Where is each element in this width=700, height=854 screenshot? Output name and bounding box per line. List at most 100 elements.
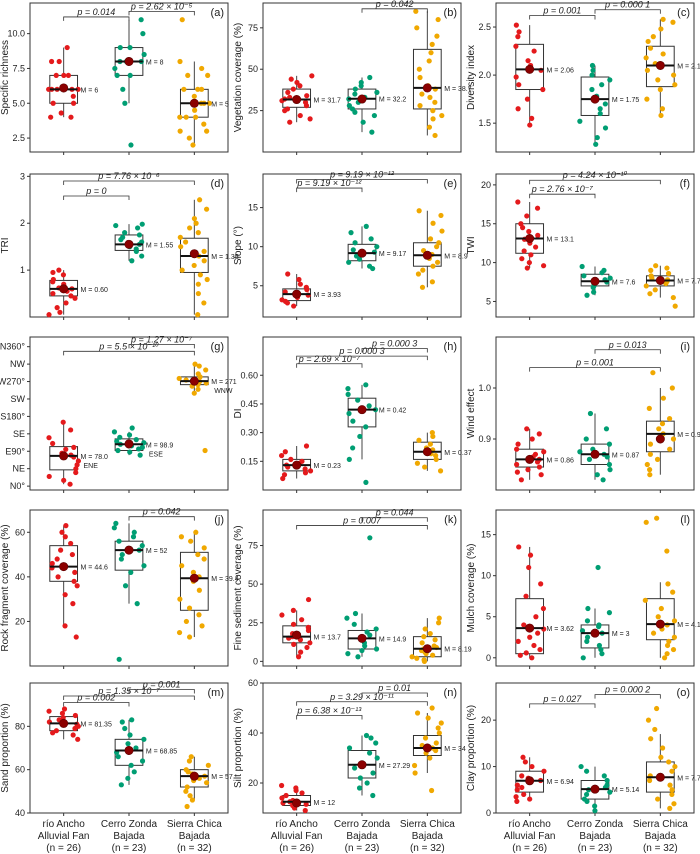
panel-l: 0 5 10 15 Mulch coverage (%) (l) M = 3.62 M = 3… <box>466 509 700 669</box>
mean-label: M = 1.75 <box>612 97 640 104</box>
data-point <box>527 122 533 128</box>
data-point <box>188 754 194 760</box>
data-point <box>122 100 128 106</box>
data-point <box>116 656 122 662</box>
data-point <box>532 451 539 457</box>
data-point <box>519 784 525 791</box>
x-label-line1: Cerro Zonda <box>334 819 391 830</box>
data-point <box>193 114 199 120</box>
data-point <box>669 768 675 774</box>
mean-dot <box>59 83 69 93</box>
data-point <box>296 654 302 660</box>
data-point <box>606 441 613 447</box>
data-point <box>647 441 654 447</box>
data-point <box>653 705 660 712</box>
data-point <box>177 128 183 134</box>
data-point <box>373 740 379 746</box>
data-point <box>193 529 199 535</box>
data-point <box>538 581 544 587</box>
data-point <box>659 421 666 427</box>
data-point <box>62 623 68 629</box>
series-0: M = 12 <box>279 782 335 814</box>
y-tick-label: 20 <box>15 616 25 626</box>
data-point <box>346 103 352 109</box>
data-point <box>352 610 359 617</box>
x-label-line1: Sierra Chica <box>167 819 222 830</box>
data-point <box>541 768 547 774</box>
y-axis-label: DI <box>233 409 244 419</box>
mean-dot <box>59 284 69 294</box>
data-point <box>305 624 311 630</box>
mean-label: M = 1.35 <box>211 254 239 261</box>
data-point <box>302 466 308 472</box>
data-point <box>419 284 426 290</box>
data-point <box>523 593 529 599</box>
data-point <box>524 426 530 432</box>
bracket-line <box>63 702 130 707</box>
data-point <box>127 732 133 738</box>
p-value-label: p = 2.62 × 10⁻⁵ <box>130 1 193 11</box>
data-point <box>426 58 432 64</box>
data-point <box>183 114 189 120</box>
series-2: M = 8.19 <box>409 615 472 664</box>
significance-bracket: p = 6.38 × 10⁻¹³ <box>296 706 363 720</box>
box <box>114 540 144 571</box>
data-point <box>72 712 79 719</box>
bracket-line <box>63 16 130 21</box>
bracket-line <box>128 343 195 349</box>
mean-dot <box>655 60 665 70</box>
mean-dot <box>655 619 665 629</box>
data-point <box>589 62 596 69</box>
series-0: M = 78.0 ENE <box>46 419 108 487</box>
data-point <box>139 239 145 245</box>
mean-label: M = 0.86 <box>547 457 575 464</box>
data-point <box>658 112 664 119</box>
mean-label: M = 5 <box>211 101 229 108</box>
data-point <box>363 382 369 388</box>
data-point <box>669 791 675 798</box>
mean-dot <box>357 94 367 104</box>
data-point <box>285 89 291 95</box>
data-point <box>349 106 356 112</box>
data-point <box>363 424 369 430</box>
data-point <box>118 782 124 788</box>
data-point <box>531 48 537 54</box>
data-point <box>72 295 78 301</box>
data-point <box>131 769 137 775</box>
y-tick-label: 0.15 <box>240 456 258 466</box>
mean-label: M = 0.37 <box>444 450 472 457</box>
mean-label: M = 0.23 <box>314 463 342 470</box>
data-point <box>523 650 529 656</box>
data-point <box>527 552 534 558</box>
data-point <box>297 83 303 89</box>
data-point <box>672 763 678 770</box>
y-tick-label: 40 <box>15 572 25 582</box>
series-2: M = 38.7 <box>412 8 472 139</box>
data-point <box>429 787 435 794</box>
data-point <box>595 564 601 571</box>
data-point <box>436 240 442 246</box>
data-point <box>346 745 353 751</box>
data-point <box>434 244 440 250</box>
mean-label: M = 57 <box>211 774 233 781</box>
data-point <box>307 468 314 474</box>
p-value-label: p = 0 <box>85 186 106 196</box>
data-point <box>516 29 522 35</box>
data-point <box>515 441 521 447</box>
y-tick-label: 80 <box>15 721 25 731</box>
data-point <box>59 710 66 716</box>
data-point <box>176 375 182 382</box>
data-point <box>61 706 68 712</box>
data-point <box>665 270 672 277</box>
data-point <box>534 205 541 211</box>
significance-bracket: p = 0.042 <box>361 0 428 13</box>
data-point <box>432 132 438 139</box>
x-label-n: (n = 32) <box>177 843 212 854</box>
data-point <box>297 281 303 287</box>
series-0: M = 31.7 <box>279 73 341 125</box>
data-point <box>344 615 350 621</box>
mean-label: M = 13.1 <box>547 237 575 244</box>
series-0: M = 6.94 <box>513 754 574 804</box>
